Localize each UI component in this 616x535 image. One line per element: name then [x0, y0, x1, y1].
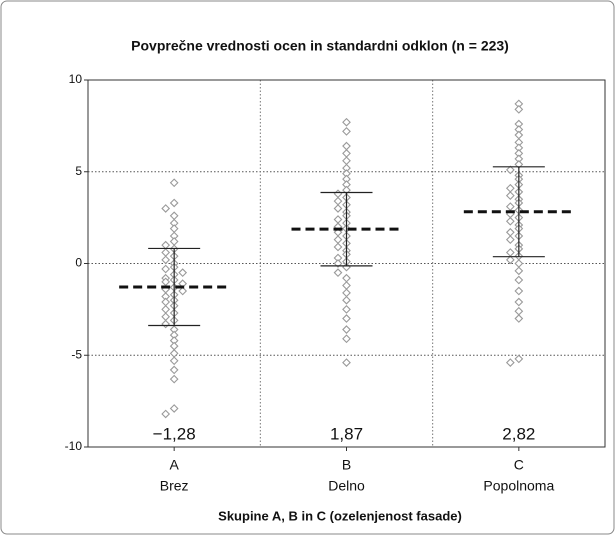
- data-point: [169, 374, 179, 384]
- x-axis-label: Skupine A, B in C (ozelenjenost fasade): [218, 508, 462, 523]
- data-point: [333, 268, 343, 278]
- mean-label: 1,87: [330, 424, 363, 443]
- data-point: [342, 127, 351, 136]
- data-point: [161, 409, 171, 419]
- data-point: [342, 314, 351, 323]
- data-point: [169, 198, 179, 208]
- mean-label: −1,28: [153, 424, 196, 443]
- y-tick-label: 10: [69, 72, 83, 86]
- y-tick-label: -5: [71, 347, 82, 361]
- data-point: [514, 275, 524, 285]
- data-point: [505, 191, 515, 200]
- data-point: [342, 295, 351, 305]
- x-tick-label: C: [514, 457, 524, 473]
- chart-title: Povprečne vrednosti ocen in standardni o…: [131, 38, 509, 54]
- data-point: [178, 286, 188, 296]
- y-tick-label: -10: [65, 439, 83, 453]
- data-point: [342, 358, 351, 367]
- x-tick-sublabel: Popolnoma: [483, 478, 554, 494]
- data-point: [161, 255, 171, 265]
- data-point: [514, 354, 524, 364]
- x-tick-sublabel: Brez: [160, 478, 189, 494]
- data-point: [342, 304, 351, 314]
- data-point: [333, 204, 343, 213]
- data-point: [514, 314, 524, 323]
- data-point: [342, 117, 351, 127]
- data-point: [161, 204, 171, 213]
- data-point: [169, 356, 179, 366]
- data-point: [514, 286, 524, 296]
- data-point: [514, 266, 524, 276]
- data-point: [505, 358, 515, 367]
- data-point: [161, 264, 171, 274]
- mean-label: 2,82: [502, 424, 535, 443]
- data-point: [333, 242, 343, 252]
- data-point: [505, 216, 515, 226]
- data-point: [178, 268, 188, 278]
- data-point: [169, 404, 179, 413]
- x-tick-label: A: [169, 457, 179, 473]
- data-point: [505, 255, 515, 265]
- y-tick-label: 5: [75, 164, 82, 178]
- data-point: [514, 297, 524, 307]
- data-point: [169, 178, 179, 188]
- data-point: [342, 325, 351, 334]
- data-point: [169, 365, 179, 375]
- data-point: [505, 165, 515, 175]
- data-point: [505, 235, 515, 245]
- x-tick-sublabel: Delno: [328, 478, 365, 494]
- data-point: [342, 334, 351, 344]
- x-tick-label: B: [342, 457, 351, 473]
- y-tick-label: 0: [75, 256, 82, 270]
- data-point: [514, 104, 524, 114]
